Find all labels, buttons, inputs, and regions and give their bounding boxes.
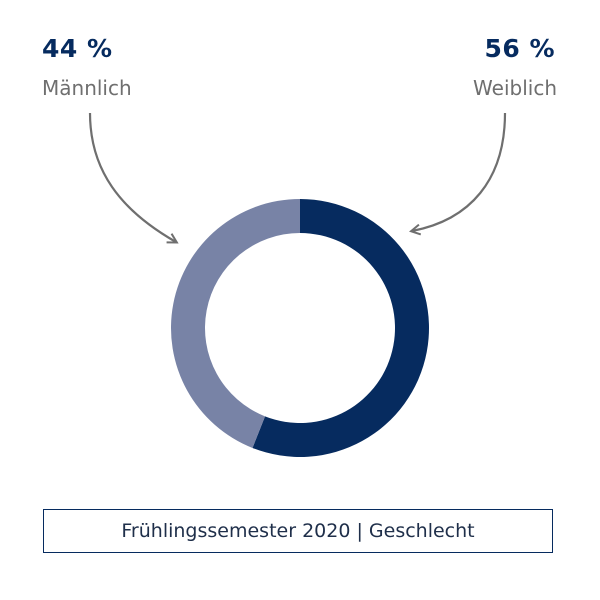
arrow-to-male-slice bbox=[88, 112, 176, 242]
male-percent-label: 44 % bbox=[42, 34, 113, 63]
donut-slices bbox=[170, 199, 429, 457]
donut-slice-weiblich bbox=[252, 199, 429, 457]
female-percent-label: 56 % bbox=[484, 34, 555, 63]
arrow-to-female-slice bbox=[412, 112, 507, 231]
male-category-label: Männlich bbox=[42, 76, 132, 100]
donut-slice-männlich bbox=[170, 199, 300, 448]
female-category-label: Weiblich bbox=[473, 76, 557, 100]
chart-caption: Frühlingssemester 2020 | Geschlecht bbox=[43, 509, 553, 553]
